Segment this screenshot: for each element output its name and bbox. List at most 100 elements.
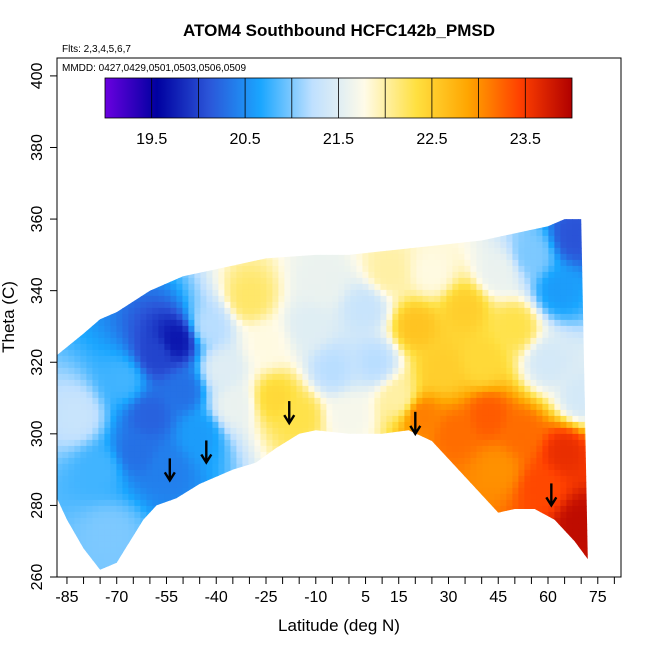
heatmap-cell [188, 223, 195, 231]
heatmap-cell [152, 259, 159, 267]
heatmap-cell [470, 433, 477, 441]
heatmap-cell [554, 481, 561, 489]
heatmap-cell [380, 373, 387, 381]
heatmap-cell [248, 271, 255, 279]
heatmap-cell [92, 379, 99, 387]
heatmap-cell [524, 493, 531, 501]
heatmap-cell [488, 271, 495, 279]
heatmap-cell [170, 313, 177, 321]
heatmap-cell [290, 445, 297, 453]
heatmap-cell [548, 427, 555, 435]
heatmap-cell [254, 367, 261, 375]
heatmap-cell [380, 523, 387, 531]
heatmap-cell [590, 374, 597, 381]
heatmap-cell [266, 385, 273, 393]
heatmap-cell [560, 367, 567, 375]
heatmap-cell [176, 481, 183, 489]
heatmap-cell [404, 212, 411, 219]
heatmap-cell [548, 475, 555, 483]
heatmap-cell [110, 379, 117, 387]
heatmap-cell [296, 469, 303, 477]
heatmap-cell [536, 219, 543, 225]
heatmap-cell [500, 277, 507, 285]
heatmap-cell [596, 404, 603, 411]
heatmap-cell [344, 349, 351, 357]
heatmap-cell [590, 314, 597, 321]
heatmap-cell [590, 530, 597, 537]
heatmap-cell [536, 463, 543, 471]
heatmap-cell [584, 319, 588, 327]
heatmap-cell [224, 325, 231, 333]
heatmap-cell [404, 511, 411, 519]
heatmap-cell [200, 367, 207, 375]
heatmap-cell [248, 247, 255, 255]
heatmap-cell [326, 271, 333, 279]
heatmap-cell [182, 391, 189, 399]
heatmap-cell [356, 253, 363, 261]
heatmap-cell [518, 421, 525, 429]
heatmap-cell [434, 325, 441, 333]
heatmap-cell [140, 361, 147, 369]
heatmap-cell [380, 397, 387, 405]
heatmap-cell [548, 331, 555, 339]
heatmap-cell [404, 331, 411, 339]
heatmap-cell [542, 481, 549, 489]
heatmap-cell [68, 469, 75, 477]
heatmap-cell [590, 290, 597, 297]
heatmap-cell [392, 481, 399, 489]
heatmap-cell [398, 223, 405, 231]
heatmap-cell [242, 331, 249, 339]
heatmap-cell [428, 283, 435, 291]
heatmap-cell [404, 379, 411, 387]
heatmap-cell [440, 439, 447, 447]
heatmap-cell [356, 337, 363, 345]
heatmap-cell [86, 301, 93, 309]
heatmap-cell [410, 523, 417, 531]
heatmap-cell [140, 523, 147, 531]
heatmap-cell [212, 265, 219, 273]
heatmap-cell [68, 289, 75, 297]
heatmap-cell [554, 517, 561, 525]
heatmap-cell [230, 337, 237, 345]
heatmap-cell [200, 385, 207, 393]
heatmap-cell [470, 331, 477, 339]
heatmap-cell [266, 511, 273, 519]
heatmap-cell [296, 493, 303, 501]
heatmap-cell [542, 505, 549, 513]
heatmap-cell [236, 313, 243, 321]
heatmap-cell [164, 487, 171, 495]
heatmap-cell [272, 212, 279, 219]
heatmap-cell [422, 463, 429, 471]
heatmap-cell [344, 247, 351, 255]
heatmap-cell [440, 445, 447, 453]
heatmap-cell [278, 403, 285, 411]
heatmap-cell [236, 427, 243, 435]
heatmap-cell [458, 397, 465, 405]
heatmap-cell [116, 361, 123, 369]
heatmap-cell [140, 223, 147, 231]
heatmap-cell [158, 529, 165, 537]
heatmap-cell [86, 247, 93, 255]
heatmap-cell [368, 487, 375, 495]
heatmap-cell [590, 254, 597, 261]
heatmap-cell [344, 229, 351, 237]
heatmap-cell [200, 403, 207, 411]
heatmap-cell [416, 307, 423, 315]
heatmap-cell [596, 284, 603, 291]
heatmap-cell [116, 331, 123, 339]
heatmap-cell [80, 469, 87, 477]
heatmap-cell [344, 223, 351, 231]
heatmap-cell [356, 277, 363, 285]
heatmap-cell [260, 301, 267, 309]
heatmap-cell [518, 319, 525, 327]
heatmap-cell [50, 458, 57, 465]
heatmap-cell [350, 529, 357, 537]
heatmap-cell [488, 499, 495, 507]
heatmap-cell [536, 403, 543, 411]
heatmap-cell [122, 529, 129, 537]
heatmap-cell [92, 421, 99, 429]
heatmap-cell [524, 403, 531, 411]
heatmap-cell [422, 475, 429, 483]
heatmap-cell [416, 355, 423, 363]
heatmap-cell [578, 451, 585, 459]
